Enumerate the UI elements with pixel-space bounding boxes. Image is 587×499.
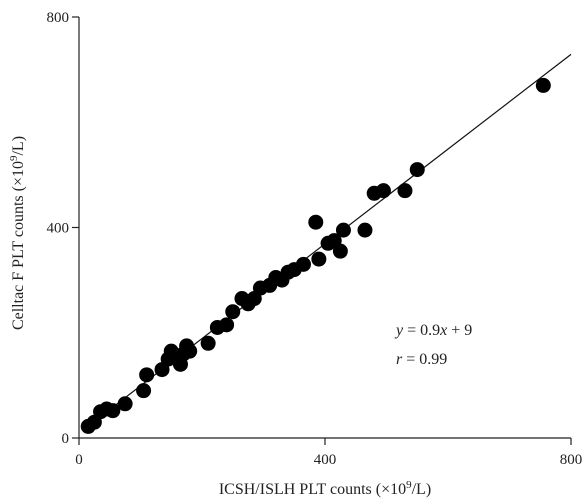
- data-point: [311, 251, 327, 267]
- y-axis-title: Celltac F PLT counts (×109/L): [8, 136, 27, 330]
- data-point: [105, 403, 121, 419]
- data-point: [136, 383, 152, 399]
- x-tick-label: 400: [314, 452, 337, 468]
- data-point: [409, 162, 425, 178]
- data-point: [200, 335, 216, 351]
- y-tick-label: 0: [62, 431, 70, 447]
- y-tick-label: 800: [47, 10, 70, 26]
- ticks: 0 400 800 0 400 800: [47, 10, 583, 468]
- data-point: [117, 396, 133, 412]
- regression-equation: y = 0.9x + 9: [394, 322, 472, 339]
- x-tick-label: 0: [75, 452, 83, 468]
- data-point: [397, 183, 413, 199]
- data-points: [80, 77, 551, 434]
- x-tick-label: 800: [560, 452, 583, 468]
- data-point: [295, 256, 311, 272]
- x-axis-title: ICSH/ISLH PLT counts (×109/L): [219, 479, 431, 498]
- data-point: [139, 367, 155, 383]
- data-point: [332, 243, 348, 259]
- data-point: [219, 317, 235, 333]
- data-point: [535, 77, 551, 93]
- y-tick-label: 400: [47, 221, 70, 237]
- data-point: [225, 304, 241, 320]
- data-point: [335, 222, 351, 238]
- data-point: [308, 214, 324, 230]
- correlation-coefficient: r = 0.99: [396, 351, 447, 368]
- data-point: [182, 343, 198, 359]
- data-point: [357, 222, 373, 238]
- data-point: [375, 183, 391, 199]
